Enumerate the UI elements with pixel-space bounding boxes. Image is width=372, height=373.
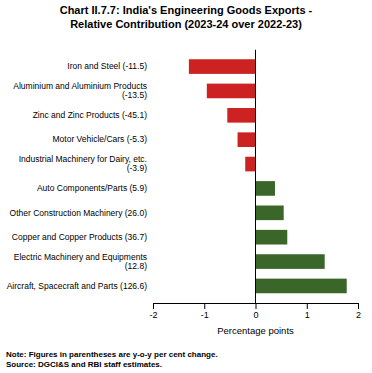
x-tick: 0 — [253, 303, 258, 320]
y-tick-label: Aircraft, Spacecraft and Parts (126.6) — [7, 281, 147, 291]
x-tick-mark — [358, 303, 359, 309]
y-tick-label: Zinc and Zinc Products (-45.1) — [33, 110, 147, 120]
note: Note: Figures in parentheses are y-o-y p… — [6, 350, 218, 369]
bar — [256, 206, 284, 221]
x-tick-label: -2 — [149, 310, 157, 320]
x-tick: -1 — [201, 303, 209, 320]
y-tick-label: Iron and Steel (-11.5) — [67, 61, 147, 71]
bar — [227, 108, 255, 123]
chart-container: Chart II.7.7: India's Engineering Goods … — [0, 0, 372, 373]
bar — [256, 230, 288, 245]
bar — [256, 254, 325, 269]
bar — [207, 84, 256, 99]
zero-line — [255, 50, 256, 304]
y-tick-label: Aluminium and Aluminium Products(-13.5) — [13, 81, 147, 100]
plot: -2 -1 0 1 2 Iron and Steel (-11.5) Aluminium a… — [7, 50, 361, 321]
bar — [256, 279, 347, 294]
x-tick: -2 — [149, 303, 157, 320]
x-tick-mark — [153, 303, 154, 309]
chart-svg: Chart II.7.7: India's Engineering Goods … — [0, 0, 372, 373]
bar — [238, 132, 256, 147]
bars — [189, 50, 347, 304]
title: Chart II.7.7: India's Engineering Goods … — [60, 4, 313, 30]
y-tick: Zinc and Zinc Products (-45.1) — [33, 110, 153, 120]
x-tick-mark — [204, 303, 205, 309]
y-axis: Iron and Steel (-11.5) Aluminium and Alum… — [7, 61, 153, 290]
y-tick-label: Auto Components/Parts (5.9) — [37, 183, 147, 193]
x-tick-label: 0 — [253, 310, 258, 320]
y-tick-label: Industrial Machinery for Dairy, etc.(-3.… — [19, 154, 148, 173]
y-tick: Aircraft, Spacecraft and Parts (126.6) — [7, 281, 153, 291]
y-tick: Aluminium and Aluminium Products(-13.5) — [13, 81, 153, 100]
y-tick-label: Electric Machinery and Equipments(12.8) — [14, 252, 147, 271]
x-tick-mark — [307, 303, 308, 309]
bar — [256, 181, 275, 196]
y-tick: Electric Machinery and Equipments(12.8) — [14, 252, 153, 271]
x-tick: 2 — [356, 303, 361, 320]
y-tick-label: Other Construction Machinery (26.0) — [10, 208, 148, 218]
y-tick-label: Copper and Copper Products (36.7) — [12, 232, 147, 242]
bar — [189, 59, 256, 74]
y-tick-label: Motor Vehicle/Cars (-5.3) — [53, 134, 148, 144]
y-tick: Industrial Machinery for Dairy, etc.(-3.… — [19, 154, 153, 173]
x-tick-label: -1 — [201, 310, 209, 320]
y-tick: Copper and Copper Products (36.7) — [12, 232, 153, 242]
y-tick: Other Construction Machinery (26.0) — [10, 208, 153, 218]
x-axis-line — [154, 304, 359, 310]
y-tick: Iron and Steel (-11.5) — [67, 61, 153, 71]
bar — [245, 157, 255, 172]
y-tick: Auto Components/Parts (5.9) — [37, 183, 153, 193]
x-axis: -2 -1 0 1 2 — [149, 303, 361, 320]
x-tick-label: 1 — [305, 310, 310, 320]
x-tick: 1 — [305, 303, 310, 320]
y-tick: Motor Vehicle/Cars (-5.3) — [53, 134, 153, 144]
x-tick-label: 2 — [356, 310, 361, 320]
x-axis-title: Percentage points — [217, 325, 294, 336]
x-tick-mark — [256, 303, 257, 309]
